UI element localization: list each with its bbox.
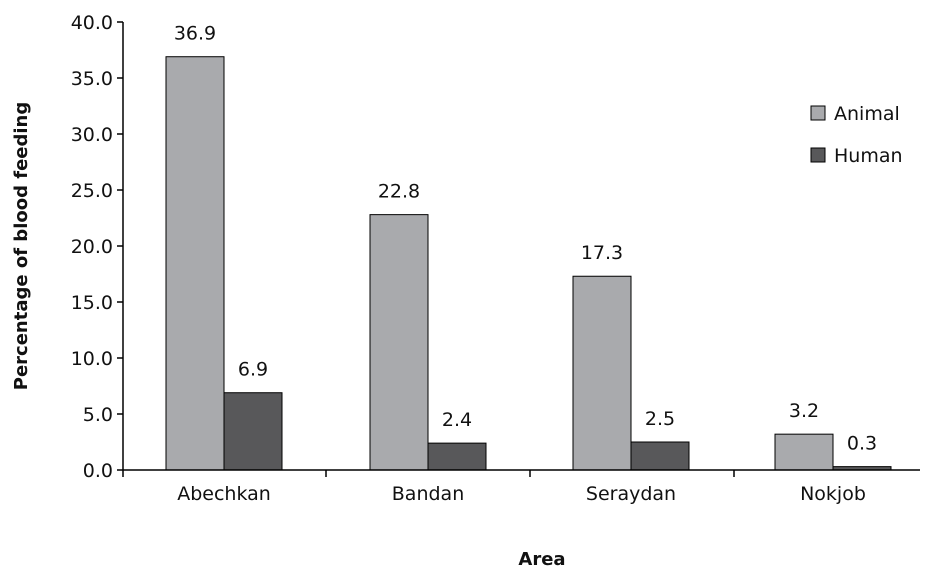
bar-animal-nokjob bbox=[774, 433, 834, 471]
bar-human-abechkan bbox=[223, 392, 283, 471]
bar-human-bandan bbox=[427, 442, 487, 471]
data-label: 0.3 bbox=[847, 433, 877, 455]
y-tick-label: 10.0 bbox=[71, 348, 113, 370]
category-label: Bandan bbox=[392, 483, 464, 505]
bar-animal-seraydan bbox=[572, 275, 632, 471]
legend-label-animal: Animal bbox=[834, 103, 900, 125]
category-label: Seraydan bbox=[586, 483, 676, 505]
bars-group bbox=[165, 56, 892, 471]
data-label: 17.3 bbox=[581, 242, 623, 264]
x-axis-title: Area bbox=[518, 549, 565, 569]
category-labels: Abechkan Bandan Seraydan Nokjob bbox=[177, 483, 866, 505]
legend: Animal Human bbox=[810, 103, 903, 167]
y-axis-ticks: 0.0 5.0 10.0 15.0 20.0 25.0 30.0 35.0 40.0 bbox=[71, 12, 123, 482]
y-tick-label: 25.0 bbox=[71, 180, 113, 202]
data-labels-group: 36.9 6.9 22.8 2.4 17.3 2.5 3.2 0.3 bbox=[174, 23, 877, 455]
bar-animal-abechkan bbox=[165, 56, 225, 471]
y-tick-label: 0.0 bbox=[83, 460, 113, 482]
y-tick-label: 20.0 bbox=[71, 236, 113, 258]
data-label: 2.5 bbox=[645, 408, 675, 430]
data-label: 36.9 bbox=[174, 23, 216, 45]
y-tick-label: 35.0 bbox=[71, 68, 113, 90]
y-tick-label: 5.0 bbox=[83, 404, 113, 426]
y-tick-label: 40.0 bbox=[71, 12, 113, 34]
y-tick-label: 30.0 bbox=[71, 124, 113, 146]
category-label: Abechkan bbox=[177, 483, 271, 505]
category-label: Nokjob bbox=[800, 483, 866, 505]
x-axis-ticks bbox=[122, 470, 735, 477]
data-label: 3.2 bbox=[789, 400, 819, 422]
legend-swatch-animal bbox=[810, 105, 826, 121]
data-label: 6.9 bbox=[238, 359, 268, 381]
bar-human-seraydan bbox=[630, 441, 690, 471]
legend-label-human: Human bbox=[834, 145, 903, 167]
data-label: 22.8 bbox=[378, 181, 420, 203]
y-axis-title: Percentage of blood feeding bbox=[11, 102, 32, 390]
y-tick-label: 15.0 bbox=[71, 292, 113, 314]
legend-swatch-human bbox=[810, 147, 826, 163]
data-label: 2.4 bbox=[442, 409, 472, 431]
bar-animal-bandan bbox=[369, 214, 429, 471]
